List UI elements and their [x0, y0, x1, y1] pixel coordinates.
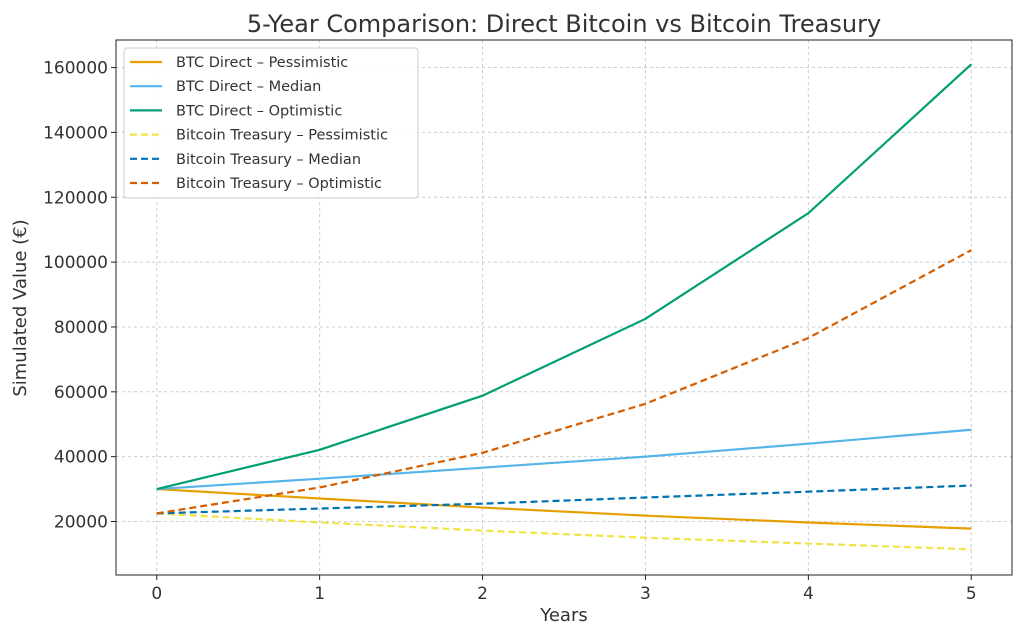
- y-tick-label: 100000: [43, 253, 108, 273]
- legend-label: Bitcoin Treasury – Median: [176, 152, 361, 168]
- y-tick-label: 80000: [54, 318, 108, 338]
- x-tick-label: 5: [966, 584, 977, 604]
- y-axis-label: Simulated Value (€): [10, 219, 31, 396]
- legend-label: Bitcoin Treasury – Optimistic: [176, 176, 382, 192]
- series-line: [157, 513, 972, 549]
- legend-label: BTC Direct – Median: [176, 79, 321, 95]
- legend-label: Bitcoin Treasury – Pessimistic: [176, 128, 388, 144]
- legend-label: BTC Direct – Pessimistic: [176, 55, 348, 71]
- y-tick-label: 120000: [43, 188, 108, 208]
- series-line: [157, 250, 972, 513]
- y-tick-label: 40000: [54, 448, 108, 468]
- x-tick-label: 1: [314, 584, 325, 604]
- y-tick-label: 160000: [43, 59, 108, 79]
- x-tick-label: 0: [151, 584, 162, 604]
- y-tick-label: 140000: [43, 123, 108, 143]
- y-tick-label: 60000: [54, 383, 108, 403]
- chart-title: 5-Year Comparison: Direct Bitcoin vs Bit…: [247, 10, 881, 38]
- y-tick-label: 20000: [54, 513, 108, 533]
- x-tick-label: 2: [477, 584, 488, 604]
- x-tick-label: 4: [803, 584, 814, 604]
- x-axis-label: Years: [539, 605, 588, 626]
- legend: BTC Direct – Pessimistic BTC Direct – Med…: [124, 48, 418, 198]
- legend-label: BTC Direct – Optimistic: [176, 103, 342, 119]
- x-tick-label: 3: [640, 584, 651, 604]
- series-line: [157, 486, 972, 514]
